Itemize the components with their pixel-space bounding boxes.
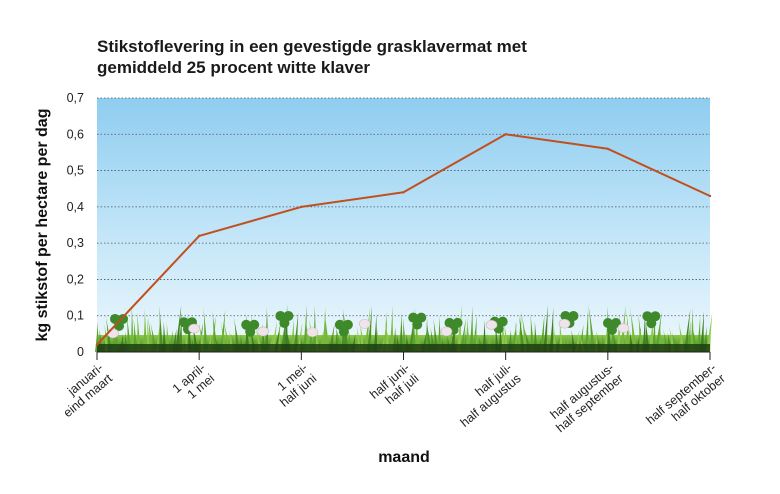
- data-point: [197, 234, 201, 238]
- y-tick-label: 0,2: [67, 272, 84, 286]
- chart-title-line-2: gemiddeld 25 procent witte klaver: [97, 58, 371, 77]
- chart-title-line-1: Stikstoflevering in een gevestigde grask…: [97, 37, 527, 56]
- plot-background: [97, 98, 710, 352]
- x-axis-label: maand: [378, 449, 430, 466]
- y-tick-label: 0,5: [67, 164, 84, 178]
- y-tick-label: 0: [77, 345, 84, 359]
- x-tick-label: januari-eind maart: [52, 360, 116, 420]
- y-tick-label: 0,4: [67, 200, 84, 214]
- y-tick-label: 0,3: [67, 236, 84, 250]
- x-tick-label: 1 mei-half juni: [268, 361, 319, 410]
- x-tick-label: half augustus-half september: [544, 361, 625, 436]
- x-tick-label: half september-half oktober: [643, 361, 728, 438]
- data-point: [606, 147, 610, 150]
- data-series: [95, 133, 712, 346]
- data-point: [504, 133, 507, 136]
- data-point: [708, 194, 712, 198]
- x-axis-ticks: januari-eind maart 1 april-1 mei 1 mei-hal…: [52, 352, 728, 438]
- gridlines: [97, 97, 710, 317]
- x-tick-label: half juni-half juli: [367, 361, 421, 413]
- y-tick-label: 0,1: [67, 309, 84, 323]
- data-point: [402, 191, 405, 194]
- y-axis-ticks: 0 0,1 0,2 0,3 0,4 0,5 0,6 0,7: [67, 91, 84, 359]
- y-tick-label: 0,7: [67, 91, 84, 105]
- data-point: [95, 343, 99, 346]
- y-tick-label: 0,6: [67, 127, 84, 141]
- x-tick-label: half juli-half augustus: [449, 361, 524, 430]
- y-axis-label: kg stikstof per hectare per dag: [34, 109, 51, 342]
- x-tick-label: 1 april-1 mei: [170, 361, 217, 407]
- data-point: [300, 205, 303, 209]
- chart-title: Stikstoflevering in een gevestigde grask…: [97, 36, 527, 78]
- grass-illustration: [95, 304, 713, 352]
